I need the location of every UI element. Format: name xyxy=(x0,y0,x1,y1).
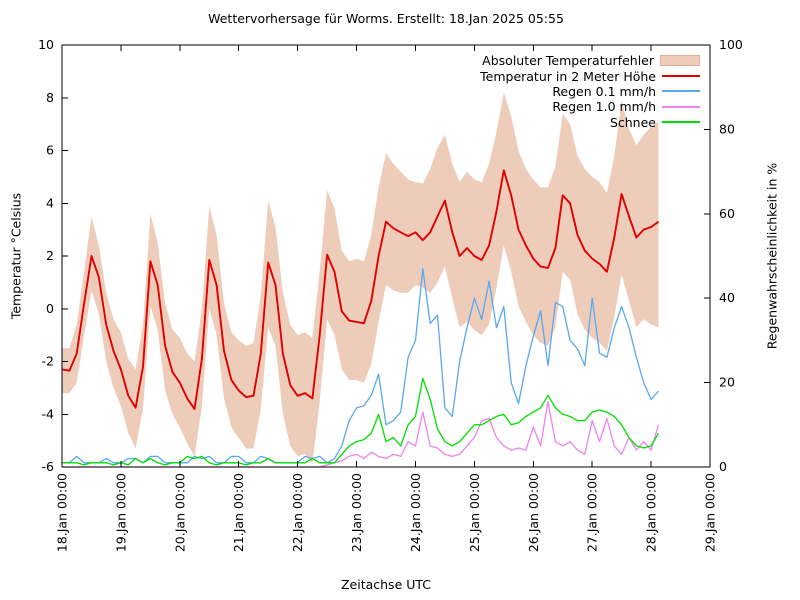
x-tick-label: 29.Jan 00:00 xyxy=(703,473,718,552)
temperature-line xyxy=(61,169,660,410)
legend-item: Regen 0.1 mm/h xyxy=(480,84,700,99)
x-tick-label: 22.Jan 00:00 xyxy=(290,473,305,552)
y-left-tick-label: 8 xyxy=(46,90,54,105)
x-tick-label: 28.Jan 00:00 xyxy=(644,473,659,552)
y-right-tick-label: 60 xyxy=(719,206,735,221)
legend-swatch-band xyxy=(660,55,700,67)
legend-label: Absoluter Temperaturfehler xyxy=(482,53,654,69)
snow-line xyxy=(62,377,660,466)
x-axis-label: Zeitachse UTC xyxy=(340,577,432,592)
x-tick-label: 24.Jan 00:00 xyxy=(408,473,423,552)
x-tick-label: 20.Jan 00:00 xyxy=(172,473,187,552)
y-axis-label-left: Temperatur °Celsius xyxy=(8,192,24,320)
x-tick-label: 21.Jan 00:00 xyxy=(231,473,246,552)
legend-label: Regen 0.1 mm/h xyxy=(552,83,656,99)
legend: Absoluter Temperaturfehler Temperatur in … xyxy=(480,53,700,130)
legend-label: Regen 1.0 mm/h xyxy=(552,99,656,115)
y-left-tick-label: 10 xyxy=(38,37,54,52)
y-right-tick-label: 80 xyxy=(719,121,735,136)
y-left-tick-label: 0 xyxy=(46,301,54,316)
x-tick-label: 27.Jan 00:00 xyxy=(585,473,600,552)
y-right-tick-label: 40 xyxy=(719,290,735,305)
legend-item: Absoluter Temperaturfehler xyxy=(480,53,700,68)
rain01-line xyxy=(62,268,659,464)
error-band xyxy=(62,92,659,465)
x-tick-label: 19.Jan 00:00 xyxy=(113,473,128,552)
legend-label: Schnee xyxy=(609,114,656,130)
legend-swatch-line xyxy=(662,75,700,78)
x-tick-label: 26.Jan 00:00 xyxy=(526,473,541,552)
legend-label: Temperatur in 2 Meter Höhe xyxy=(480,68,656,84)
y-right-tick-label: 20 xyxy=(719,375,735,390)
y-left-tick-label: -6 xyxy=(42,459,55,474)
y-right-tick-label: 0 xyxy=(719,459,727,474)
legend-item: Regen 1.0 mm/h xyxy=(480,99,700,114)
legend-swatch-line xyxy=(662,90,700,93)
legend-swatch-line xyxy=(662,105,700,108)
y-right-tick-label: 100 xyxy=(719,37,743,52)
rain10-line xyxy=(62,400,660,468)
x-tick-label: 23.Jan 00:00 xyxy=(349,473,364,552)
x-tick-label: 25.Jan 00:00 xyxy=(467,473,482,552)
legend-item: Temperatur in 2 Meter Höhe xyxy=(480,68,700,84)
legend-item: Schnee xyxy=(480,115,700,130)
y-left-tick-label: 6 xyxy=(46,143,54,158)
legend-swatch-line xyxy=(662,121,700,124)
y-left-tick-label: 2 xyxy=(46,248,54,263)
x-tick-label: 18.Jan 00:00 xyxy=(55,473,70,552)
y-left-tick-label: -2 xyxy=(42,354,54,369)
y-left-tick-label: -4 xyxy=(42,406,55,421)
chart-title: Wettervorhersage für Worms. Erstellt: 18… xyxy=(208,11,564,26)
y-axis-label-right: Regenwahrscheinlichkeit in % xyxy=(764,162,780,350)
y-left-tick-label: 4 xyxy=(46,195,54,210)
